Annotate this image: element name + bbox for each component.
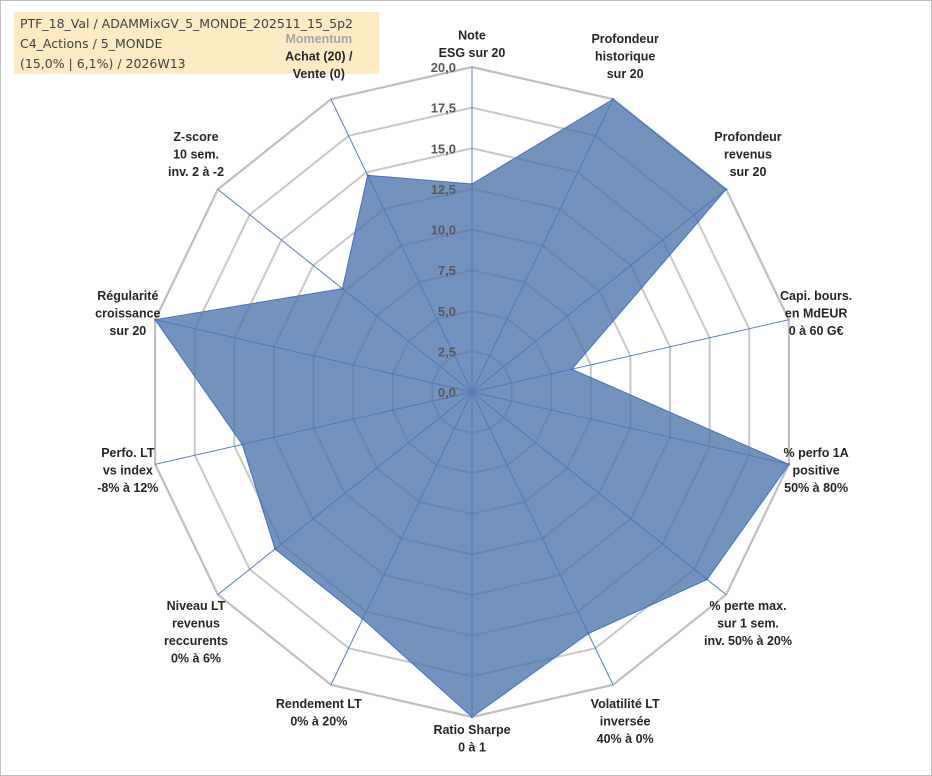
data-point	[470, 182, 474, 186]
axis-label-line: Rendement LT	[276, 697, 362, 711]
info-category-line: C4_Actions / 5_MONDE	[20, 36, 163, 51]
axis-spoke-overlay	[217, 189, 473, 393]
tick-label: 5,0	[438, 304, 456, 319]
axis-label: Rendement LT 0% à 20%	[276, 697, 362, 729]
axis-label-line: % perfo 1A	[784, 446, 849, 460]
axis-spoke-overlay	[217, 391, 473, 595]
axis-label-line: revenus	[172, 617, 220, 631]
axis-label-line: inv. 50% à 20%	[704, 634, 792, 648]
axis-label-line: 10 sem.	[173, 147, 219, 161]
axis-label-line: vs index	[103, 464, 153, 478]
axis-label: % perfo 1A positive 50% à 80%	[784, 446, 849, 495]
data-point	[470, 715, 474, 719]
axis-label-line: en MdEUR	[785, 306, 848, 320]
tick-label: 15,0	[431, 141, 456, 156]
axis-label-line: inversée	[600, 715, 651, 729]
data-point	[724, 188, 728, 191]
axis-label-line: sur 1 sem.	[717, 617, 779, 631]
info-stats-line: (15,0% | 6,1%) / 2026W13	[20, 56, 186, 71]
axis-label: Niveau LT revenus reccurents 0% à 6%	[164, 599, 228, 666]
axis-label-line: Volatilité LT	[591, 697, 660, 711]
axis-spoke-overlay	[471, 99, 614, 393]
axis-label: Perfo. LT vs index -8% à 12%	[97, 446, 158, 495]
axis-label-line: Momentum	[286, 32, 353, 46]
axis-label-line: inv. 2 à -2	[168, 165, 224, 179]
axis-label-line: Z-score	[173, 130, 218, 144]
axis-label: Capi. bours. en MdEUR 0 à 60 G€	[780, 289, 852, 338]
axis-label-line: 0 à 60 G€	[789, 324, 844, 338]
axis-label: Z-score 10 sem. inv. 2 à -2	[168, 130, 224, 179]
axis-label-line: % perte max.	[709, 599, 786, 613]
data-point	[587, 632, 590, 635]
axis-label-line: revenus	[724, 147, 772, 161]
axis-spoke-overlay	[471, 391, 727, 595]
tick-label: 20,0	[431, 60, 456, 75]
axis-spoke-overlay	[155, 391, 473, 465]
axis-label: % perte max. sur 1 sem. inv. 50% à 20%	[704, 599, 792, 648]
axis-label: Momentum Achat (20) / Vente (0)	[285, 32, 353, 81]
data-point	[241, 443, 244, 446]
axis-label: Profondeur historique sur 20	[591, 32, 658, 81]
data-point	[273, 547, 277, 551]
axis-spoke-overlay	[471, 391, 789, 465]
axis-label-line: sur 20	[730, 165, 767, 179]
axis-label: Note ESG sur 20	[439, 29, 506, 61]
axis-spoke-overlay	[471, 319, 789, 393]
info-box: PTF_18_Val / ADAMMixGV_5_MONDE_202511_15…	[14, 12, 379, 74]
data-point	[611, 97, 615, 101]
axis-label-line: 50% à 80%	[784, 481, 848, 495]
data-point	[341, 287, 344, 290]
axis-label-line: Régularité	[97, 289, 158, 303]
data-point	[570, 368, 574, 371]
axis-label-line: sur 20	[109, 324, 146, 338]
axis-label-line: sur 20	[607, 67, 644, 81]
axis-label-line: 0% à 6%	[171, 652, 221, 666]
axis-label-line: reccurents	[164, 634, 228, 648]
axis-label: Régularité croissance sur 20	[95, 289, 160, 338]
axis-label-line: ESG sur 20	[439, 46, 506, 60]
axis-spoke-overlay	[471, 189, 727, 393]
axis-label-line: Vente (0)	[293, 67, 345, 81]
axis-label-line: 0 à 1	[458, 741, 486, 755]
axis-label-line: 0% à 20%	[290, 715, 347, 729]
tick-label: 17,5	[431, 101, 456, 116]
axis-label-line: Ratio Sharpe	[433, 723, 510, 737]
axis-label: Volatilité LT inversée 40% à 0%	[591, 697, 660, 746]
axis-label: Ratio Sharpe 0 à 1	[433, 723, 510, 755]
axis-label-line: historique	[595, 49, 655, 63]
axis-spoke-overlay	[330, 391, 473, 685]
axis-label-line: Perfo. LT	[101, 446, 155, 460]
data-point	[361, 617, 364, 621]
axis-label-line: Profondeur	[714, 130, 781, 144]
axis-label-line: Capi. bours.	[780, 289, 852, 303]
data-point	[366, 174, 369, 177]
axis-label: Profondeur revenus sur 20	[714, 130, 781, 179]
tick-label: 2,5	[438, 344, 456, 359]
tick-label: 0,0	[438, 385, 456, 400]
axis-label-line: positive	[793, 464, 840, 478]
axis-spoke-overlay	[471, 391, 614, 685]
tick-label: 7,5	[438, 263, 456, 278]
tick-label: 12,5	[431, 182, 456, 197]
data-point	[705, 578, 709, 581]
axis-label-line: Profondeur	[591, 32, 658, 46]
axis-label-line: croissance	[95, 306, 160, 320]
axis-label-line: Note	[458, 29, 486, 43]
axis-label-line: Niveau LT	[167, 599, 226, 613]
axis-label-line: 40% à 0%	[597, 732, 654, 746]
info-portfolio-line: PTF_18_Val / ADAMMixGV_5_MONDE_202511_15…	[20, 16, 353, 31]
data-point	[787, 463, 791, 466]
axis-spoke-overlay	[155, 319, 473, 393]
data-point	[153, 318, 157, 321]
tick-label: 10,0	[431, 223, 456, 238]
axis-spoke-overlay	[330, 99, 473, 393]
axis-label-line: -8% à 12%	[97, 481, 158, 495]
axis-label-line: Achat (20) /	[285, 49, 353, 63]
